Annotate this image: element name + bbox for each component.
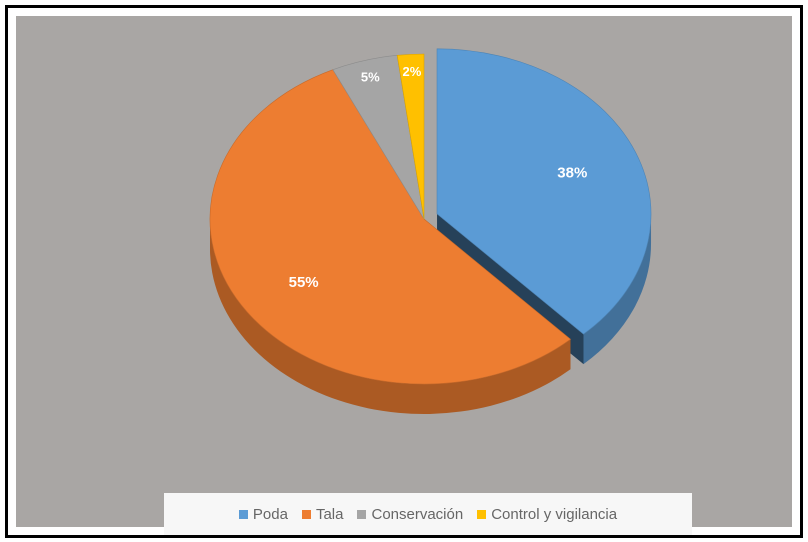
chart-area: 38% 55% 5% 2% Poda Tala Conservación Contro… bbox=[16, 16, 792, 535]
legend-label: Control y vigilancia bbox=[491, 505, 618, 523]
pie-side-tala bbox=[210, 219, 571, 414]
legend-swatch bbox=[301, 509, 311, 519]
legend-swatch bbox=[238, 509, 248, 519]
legend-label: Tala bbox=[315, 505, 344, 523]
data-label-conservacion: 5% bbox=[361, 69, 380, 84]
legend-swatch bbox=[477, 509, 487, 519]
legend-item-poda: Poda bbox=[238, 505, 288, 523]
data-label-tala: 55% bbox=[289, 274, 319, 291]
legend-item-control-y-vigilancia: Control y vigilancia bbox=[477, 506, 617, 523]
chart-frame: 38% 55% 5% 2% Poda Tala Conservación Contro… bbox=[5, 5, 803, 538]
pie-chart: 38% 55% 5% 2% bbox=[209, 48, 652, 414]
legend-label: Poda bbox=[252, 505, 288, 523]
pie-side-poda bbox=[583, 213, 652, 365]
pie-slice-control-y-vigilancia bbox=[396, 53, 425, 220]
legend-item-tala: Tala bbox=[301, 505, 344, 523]
legend-label: Conservación bbox=[371, 505, 464, 523]
data-label-control-y-vigilancia: 2% bbox=[403, 64, 422, 79]
legend: Poda Tala Conservación Control y vigilan… bbox=[164, 493, 692, 535]
legend-item-conservacion: Conservación bbox=[357, 506, 463, 523]
pie-slice-poda bbox=[436, 48, 652, 335]
data-label-poda: 38% bbox=[557, 165, 587, 182]
pie-slice-tala bbox=[209, 69, 571, 385]
legend-swatch bbox=[357, 509, 367, 519]
